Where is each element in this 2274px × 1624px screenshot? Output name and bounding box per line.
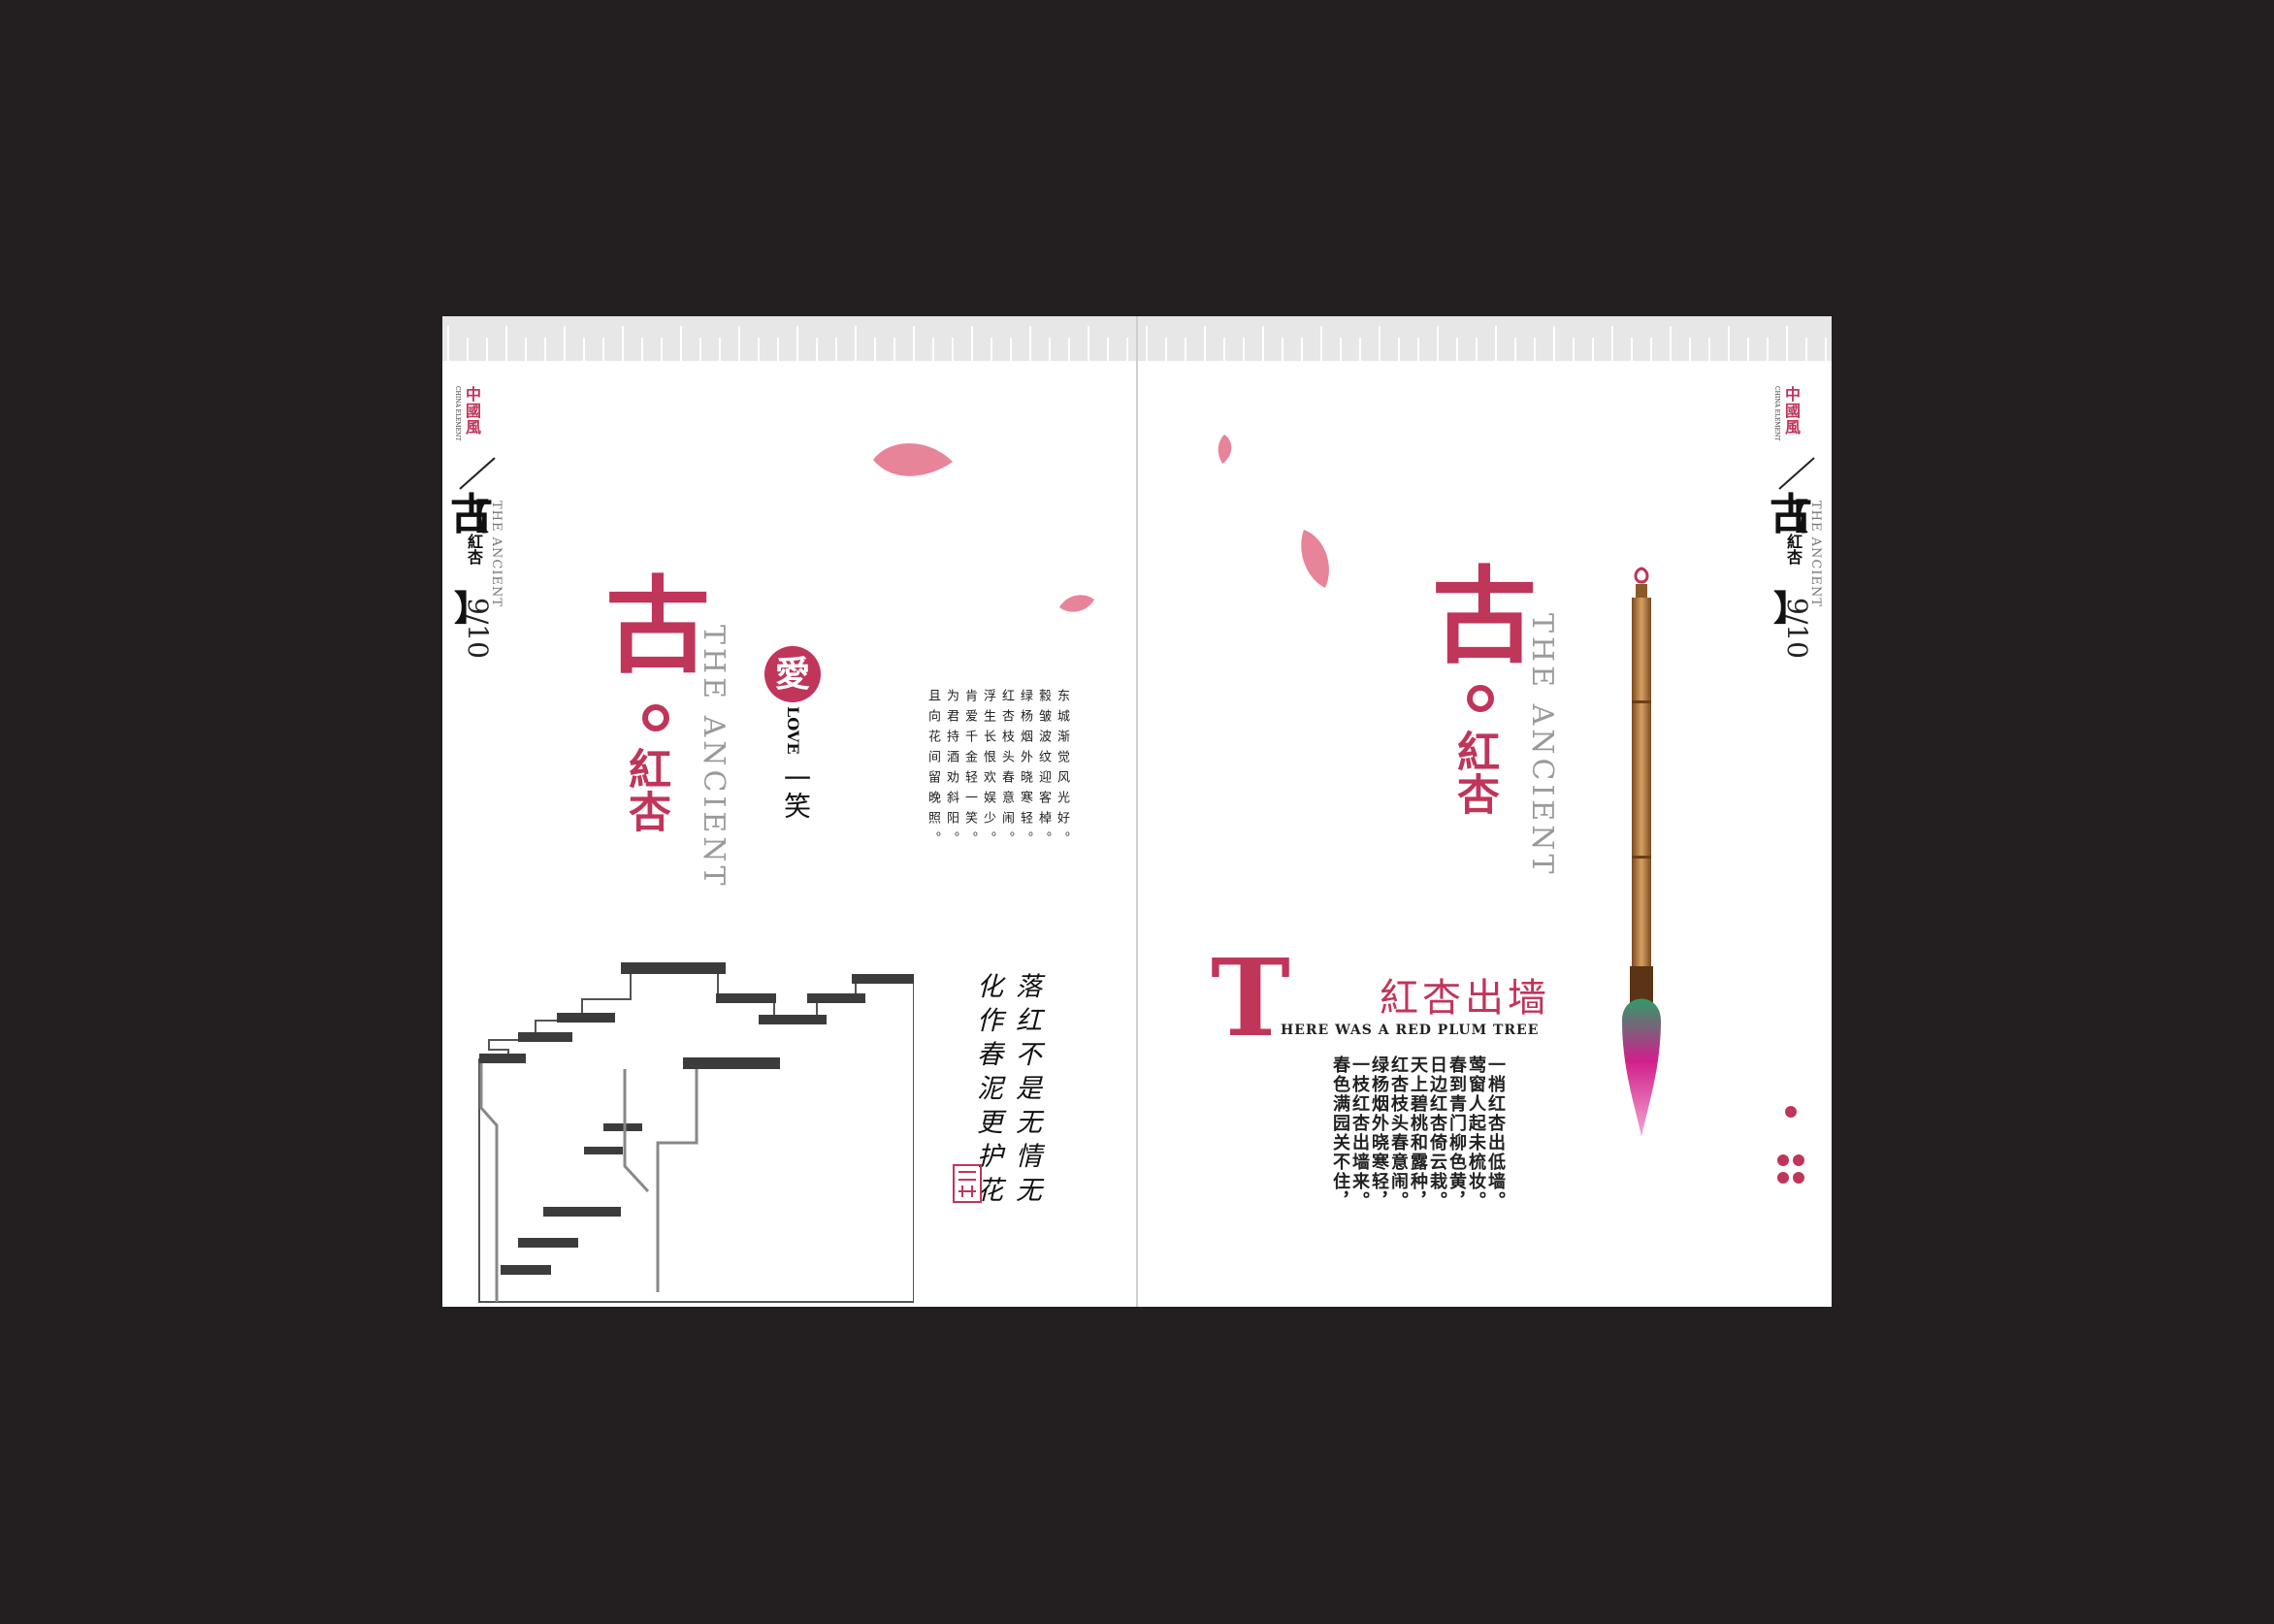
decor-dot [1785, 1106, 1797, 1118]
poem-column: 东城渐觉风光好。 [1055, 689, 1069, 852]
title-en: HERE WAS A RED PLUM TREE [1281, 1023, 1540, 1038]
decor-dot [1793, 1154, 1804, 1166]
poem-column: 一梢红杏出低墙。 [1485, 1056, 1506, 1211]
side-sub-title: 紅杏 [465, 534, 483, 565]
side-sub-title: 紅杏 [1784, 534, 1803, 565]
bracket-open: 【 [454, 497, 490, 537]
architecture-illustration [478, 962, 914, 1303]
main-title-char: 古 [605, 566, 711, 688]
bracket-close: 】 [1773, 588, 1809, 629]
love-text: LOVE [784, 706, 802, 755]
divider-slash [459, 457, 496, 490]
poem-column: 天上碧桃和露种， [1408, 1056, 1428, 1211]
bracket-close: 】 [454, 588, 490, 629]
poem-column: 且向花间留晚照。 [926, 689, 940, 852]
title-ring [642, 704, 669, 731]
logo-sub: CHINA ELEMENT [1773, 386, 1780, 441]
ruler-ticks [447, 326, 1827, 361]
right-page: 古 紅杏 THE ANCIENT [1137, 316, 1832, 1307]
poem-column: 浮生长恨欢娱少。 [981, 689, 995, 852]
page-number: 9/10 [462, 598, 494, 659]
poem-column: 红杏枝头春意闹。 [1388, 1056, 1409, 1211]
calligraphy-brush-icon [1622, 567, 1661, 1137]
poem-column: 一枝红杏出墙来。 [1349, 1056, 1370, 1211]
poem-column: 莺窗人起未梳妆。 [1466, 1056, 1486, 1211]
title-cn: 紅杏出墙 [1380, 976, 1550, 1021]
brochure-spread: 中國風 CHINA ELEMENT 【 古 紅杏 THE ANCIENT 】 9… [442, 316, 1832, 1307]
poem-column: 春到青门柳色黄， [1446, 1056, 1467, 1211]
decor-dot [1777, 1172, 1789, 1184]
poem-column: 春色满园关不住， [1330, 1056, 1350, 1211]
poem-column: 红杏枝头春意闹。 [999, 689, 1014, 852]
page-number: 9/10 [1781, 598, 1813, 659]
petal-icon [1218, 435, 1232, 464]
main-title-char: 古 [1432, 556, 1538, 678]
decor-dot [1793, 1172, 1804, 1184]
petal-icon [1059, 595, 1094, 612]
drop-cap: T [1211, 935, 1290, 1060]
logo-text: 中國風 [463, 386, 481, 436]
main-sub-title: 紅杏 [621, 747, 670, 832]
main-sub-title: 紅杏 [1449, 730, 1499, 815]
petal-icon [873, 443, 953, 476]
poem-column: 肯爱千金轻一笑。 [962, 689, 977, 852]
poem-column: 为君持酒劝斜阳。 [944, 689, 958, 852]
left-page: 中國風 CHINA ELEMENT 【 古 紅杏 THE ANCIENT 】 9… [442, 316, 1137, 1307]
poem-column: 縠皱波纹迎客棹。 [1036, 689, 1051, 852]
decor-dot [1777, 1154, 1789, 1166]
logo-sub: CHINA ELEMENT [454, 386, 461, 441]
side-english: THE ANCIENT [489, 501, 504, 608]
english-title: THE ANCIENT [1525, 613, 1559, 878]
logo-text: 中國風 [1782, 386, 1801, 436]
red-seal-stamp-icon [953, 1164, 982, 1203]
poem-column: 绿杨烟外晓寒轻， [1369, 1056, 1389, 1211]
love-seal: 愛 [764, 646, 821, 702]
petal-icon [1301, 530, 1329, 588]
side-english: THE ANCIENT [1808, 501, 1823, 608]
divider-slash [1778, 457, 1815, 490]
side-title-char: 古 [1770, 490, 1812, 539]
poem-column: 日边红杏倚云栽。 [1427, 1056, 1447, 1211]
side-title-char: 古 [450, 490, 493, 539]
title-ring [1467, 685, 1494, 712]
poem-column: 绿杨烟外晓寒轻。 [1018, 689, 1032, 852]
page-fold [1136, 316, 1138, 1307]
calligraphy-column: 化作春泥更护花 [972, 972, 1002, 1210]
english-title: THE ANCIENT [697, 625, 731, 890]
bracket-open: 【 [1773, 497, 1809, 537]
calligraphy-column: 落红不是无情无 [1011, 972, 1041, 1210]
yixiao-text: 一笑 [780, 764, 812, 819]
